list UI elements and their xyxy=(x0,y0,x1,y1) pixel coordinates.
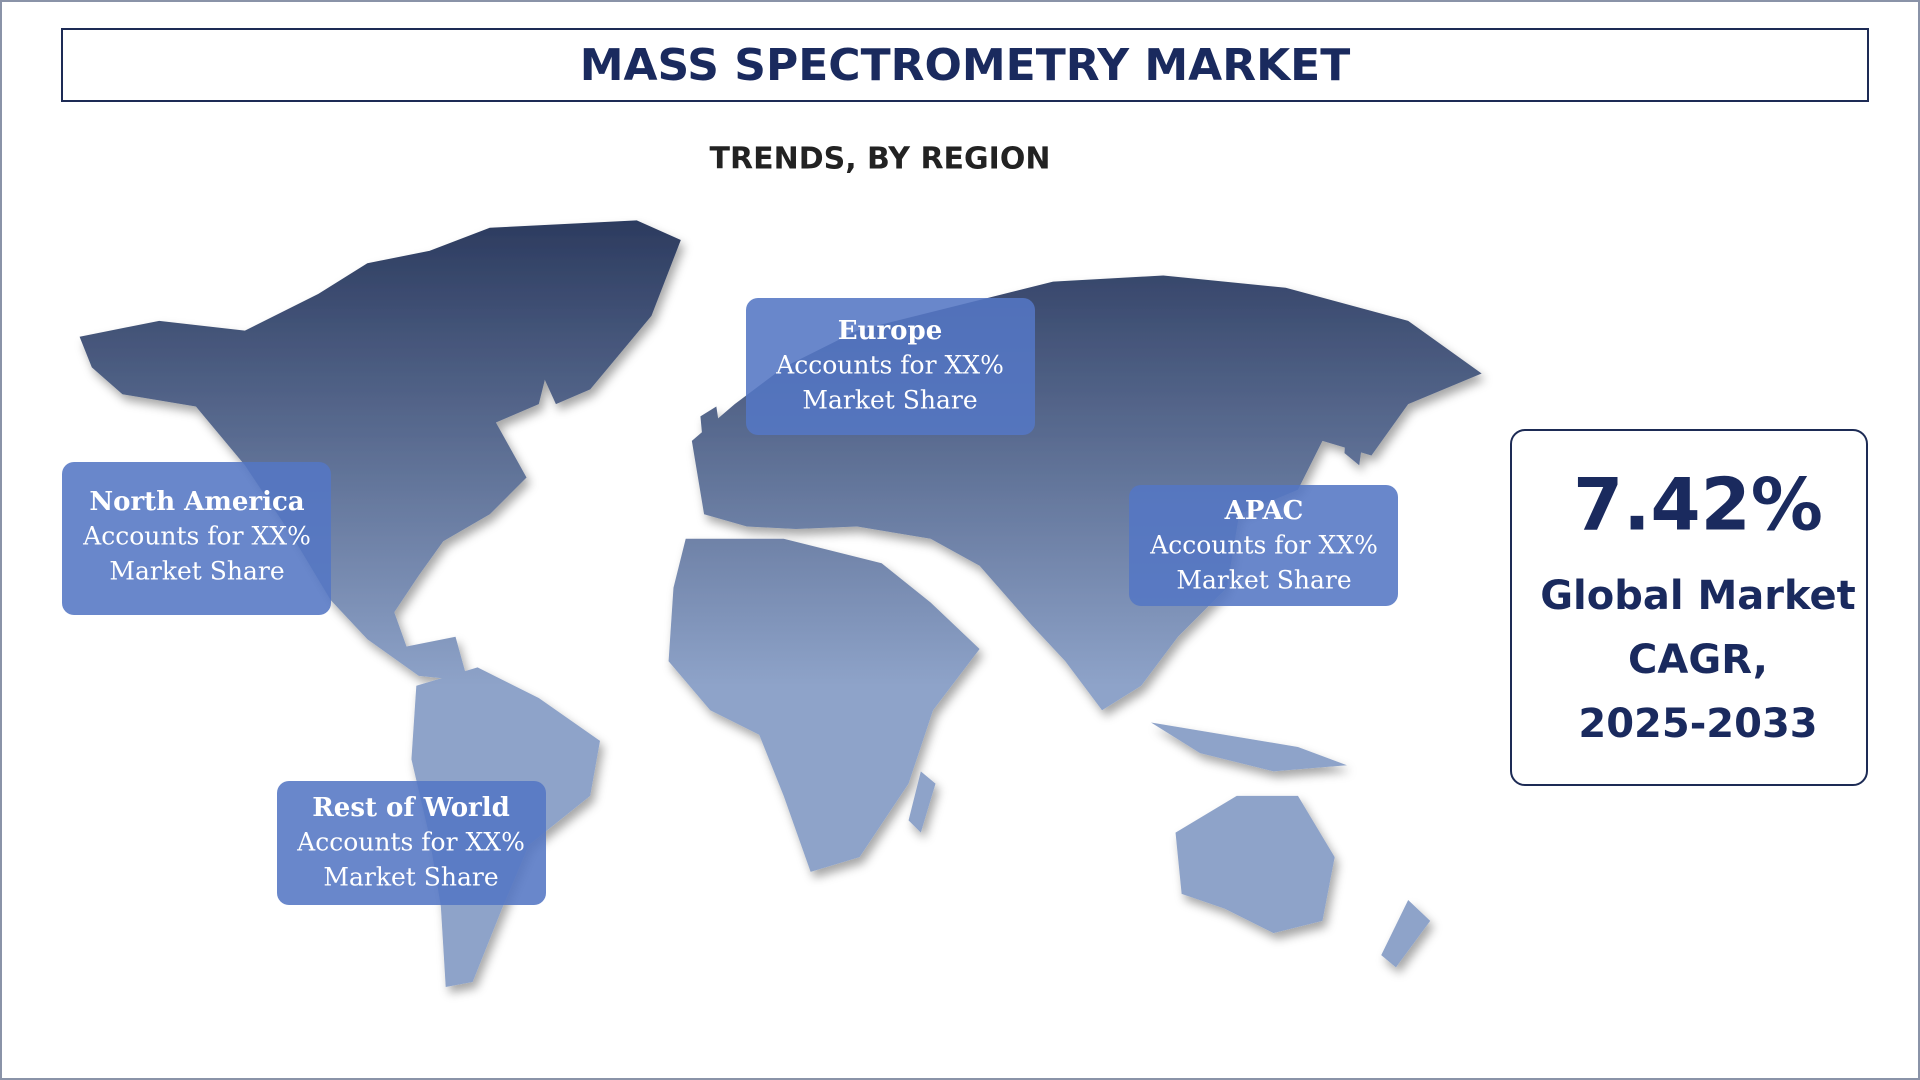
indonesia xyxy=(1151,722,1347,772)
region-apac: APAC Accounts for XX% Market Share xyxy=(1129,485,1398,606)
africa xyxy=(668,538,980,872)
cagr-value: 7.42% xyxy=(1573,463,1823,547)
japan xyxy=(1344,410,1366,466)
region-text: Accounts for XX% xyxy=(1149,531,1378,560)
new-zealand xyxy=(1381,900,1431,968)
greenland xyxy=(406,220,681,405)
cagr-card: 7.42% Global Market CAGR, 2025-2033 xyxy=(1510,429,1868,786)
subtitle: TRENDS, BY REGION xyxy=(710,142,1051,177)
region-text: Accounts for XX% xyxy=(82,522,311,551)
region-rest-of-world: Rest of World Accounts for XX% Market Sh… xyxy=(277,781,546,905)
region-name: Europe xyxy=(838,316,942,346)
region-text: Accounts for XX% xyxy=(296,828,525,857)
title-box xyxy=(61,28,1869,102)
region-box xyxy=(746,298,1035,435)
cagr-label: CAGR, xyxy=(1628,637,1768,683)
region-europe: Europe Accounts for XX% Market Share xyxy=(746,298,1035,435)
title: MASS SPECTROMETRY MARKET xyxy=(580,40,1351,91)
cagr-box xyxy=(1510,429,1868,786)
madagascar xyxy=(908,771,936,833)
uk xyxy=(700,406,723,456)
region-name: APAC xyxy=(1224,496,1304,526)
region-name: Rest of World xyxy=(312,793,510,823)
region-text: Market Share xyxy=(802,386,977,415)
region-box xyxy=(277,781,546,905)
australia xyxy=(1175,795,1335,934)
region-text: Market Share xyxy=(323,863,498,892)
region-box xyxy=(62,462,331,615)
region-text: Accounts for XX% xyxy=(775,351,1004,380)
region-text: Market Share xyxy=(109,557,284,586)
region-box xyxy=(1129,485,1398,606)
region-north-america: North America Accounts for XX% Market Sh… xyxy=(62,462,331,615)
cagr-label: Global Market xyxy=(1540,573,1856,619)
region-text: Market Share xyxy=(1176,566,1351,595)
region-name: North America xyxy=(89,487,304,517)
cagr-label: 2025-2033 xyxy=(1578,701,1817,747)
